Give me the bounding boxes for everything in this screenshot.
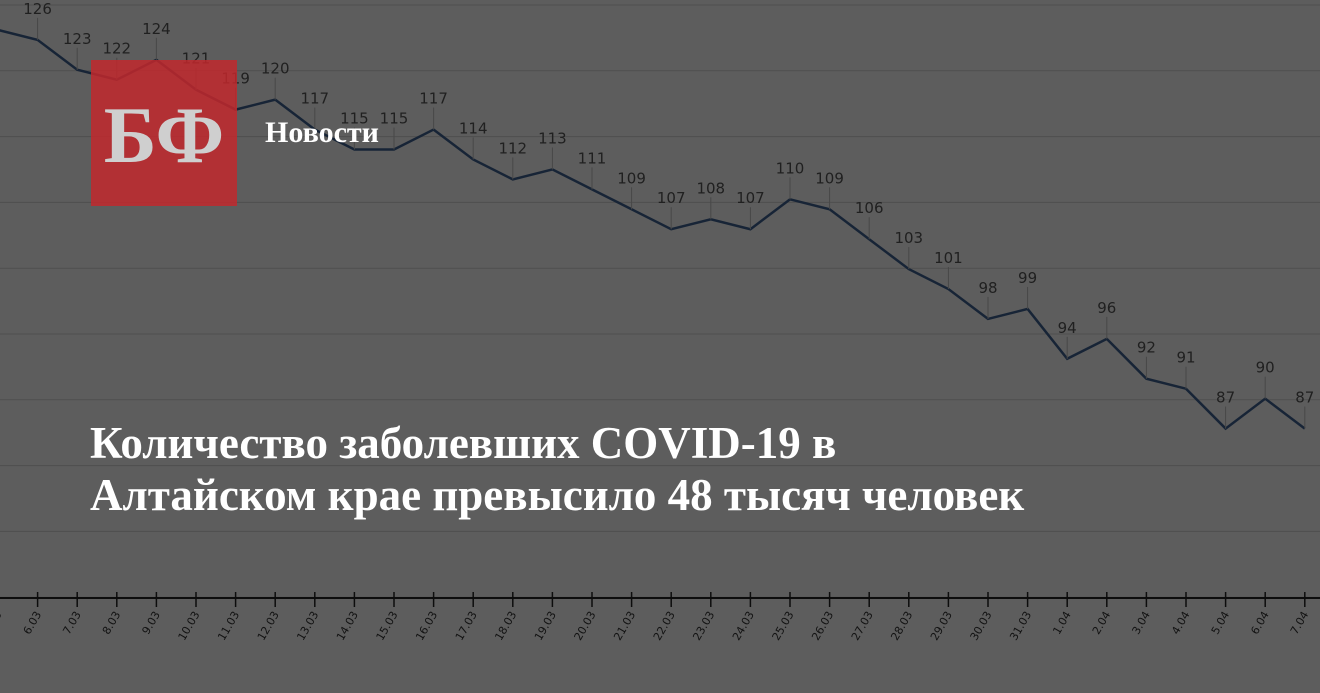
- logo-box: [91, 60, 237, 206]
- headline-line: Алтайском крае превысило 48 тысяч челове…: [90, 470, 1024, 520]
- section-label: Новости: [265, 116, 379, 149]
- logo-text: БФ: [104, 92, 224, 180]
- headline-line: Количество заболевших COVID-19 в: [90, 418, 836, 468]
